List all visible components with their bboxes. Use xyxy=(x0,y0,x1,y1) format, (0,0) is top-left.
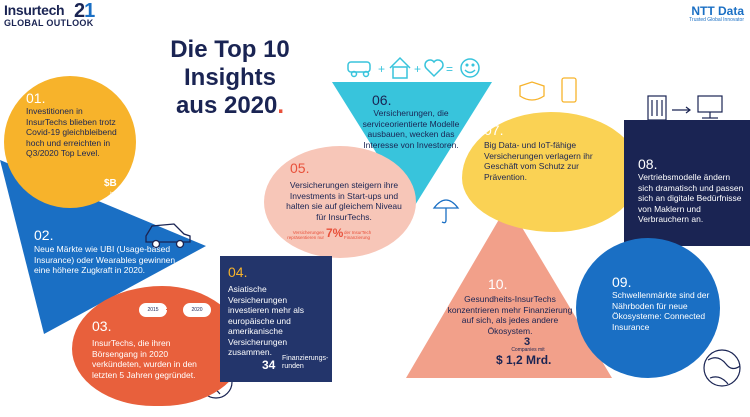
insight-01-stat-sub: in Q3 xyxy=(110,191,122,197)
insight-08-box xyxy=(624,120,750,246)
heart-icon xyxy=(424,59,444,78)
brand-logo: Insurtech xyxy=(4,2,65,18)
partner-logo: NTT Data xyxy=(691,4,744,18)
insight-04-stat: 34 xyxy=(262,358,276,372)
insight-05-circle xyxy=(264,146,416,258)
globe-icon-2 xyxy=(703,349,741,387)
insight-10-stat-count: 3 xyxy=(524,336,531,348)
insight-10-stat-count-label: Companies mit xyxy=(511,347,545,353)
insight-05-stat: 7% xyxy=(326,226,344,240)
insight-07-text: Big Data- und IoT-fähige Versicherungen … xyxy=(484,140,593,182)
insight-09-text: Schwellenmärkte sind der Nährboden für n… xyxy=(612,290,710,332)
smile-icon xyxy=(460,58,480,78)
plus-icon-2: + xyxy=(414,62,421,76)
insight-04-text: Asiatische Versicherungen investieren me… xyxy=(228,284,305,357)
building-icon xyxy=(647,95,667,121)
insight-05-text: Versicherungen steigern ihre Investments… xyxy=(286,180,402,222)
insight-05-stat-post: der InsurTech Finanzierung xyxy=(344,230,372,240)
insight-01-text: Investitionen in InsurTechs blieben trot… xyxy=(26,106,117,158)
partner-tagline: Trusted Global Innovator xyxy=(689,17,744,23)
insight-01-stat: $B xyxy=(104,178,117,189)
insight-05-number: 05. xyxy=(290,160,310,176)
insight-07-number: 07. xyxy=(484,122,504,138)
insight-10-shape xyxy=(406,204,612,378)
insight-06-number: 06. xyxy=(372,92,392,108)
brand-year: 21 xyxy=(74,0,95,22)
equals-icon: = xyxy=(446,62,453,76)
umbrella-icon xyxy=(432,199,460,224)
insight-04-number: 04. xyxy=(228,264,248,280)
insight-03-number: 03. xyxy=(92,318,112,334)
insight-08-number: 08. xyxy=(638,156,658,172)
insight-01-number: 01. xyxy=(26,90,46,106)
shield-icon xyxy=(519,81,545,101)
plus-icon: + xyxy=(378,62,385,76)
car-icon xyxy=(347,61,371,78)
house-icon xyxy=(389,56,411,79)
year-connector xyxy=(166,309,182,310)
smartphone-icon xyxy=(561,77,577,103)
car-icon-2 xyxy=(145,223,191,249)
insight-07-circle xyxy=(462,112,640,232)
insight-04-stat-label: Finanzierungs-runden xyxy=(282,355,329,370)
insight-10-number: 10. xyxy=(488,276,508,292)
insight-10-text: Gesundheits-InsurTechs konzentrieren meh… xyxy=(447,294,573,336)
insight-01-circle xyxy=(4,76,136,208)
insight-06-shape xyxy=(332,82,492,210)
insight-05-stat-pre: Versicherungen repräsentieren nur xyxy=(287,230,324,240)
insight-06-text: Versicherungen, die serviceorientierte M… xyxy=(362,108,460,150)
insight-09-number: 09. xyxy=(612,274,632,290)
page-title: Die Top 10 Insights aus 2020. xyxy=(170,36,290,119)
insight-09-circle xyxy=(576,238,720,378)
year-end-badge: 2020 xyxy=(182,302,212,318)
insight-08-text: Vertriebsmodelle ändern sich dramatisch … xyxy=(638,172,744,224)
insight-04-box xyxy=(220,256,332,382)
insight-02-number: 02. xyxy=(34,227,54,243)
insight-02-text: Neue Märkte wie UBI (Usage-based Insuran… xyxy=(34,244,176,275)
insight-10-stat: $ 1,2 Mrd. xyxy=(496,353,552,367)
brand-subtitle: GLOBAL OUTLOOK xyxy=(4,18,94,28)
computer-icon xyxy=(697,95,723,119)
insight-03-text: InsurTechs, die ihren Börsengang in 2020… xyxy=(92,338,197,380)
year-start-badge: 2015 xyxy=(138,302,168,318)
